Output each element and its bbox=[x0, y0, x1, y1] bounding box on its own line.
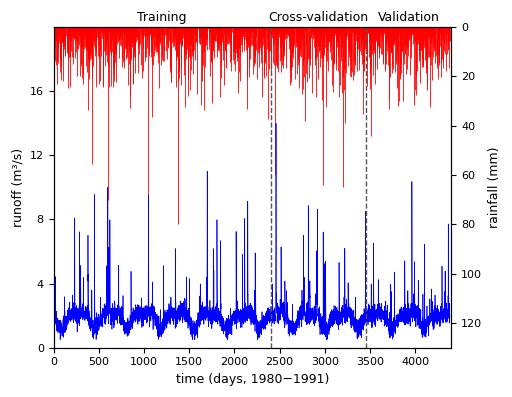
Y-axis label: runoff (m³/s): runoff (m³/s) bbox=[11, 148, 24, 227]
Text: Cross-validation: Cross-validation bbox=[268, 11, 368, 24]
Text: Training: Training bbox=[137, 11, 187, 24]
Text: Validation: Validation bbox=[377, 11, 439, 24]
X-axis label: time (days, 1980−1991): time (days, 1980−1991) bbox=[176, 373, 329, 386]
Y-axis label: rainfall (mm): rainfall (mm) bbox=[488, 146, 501, 228]
